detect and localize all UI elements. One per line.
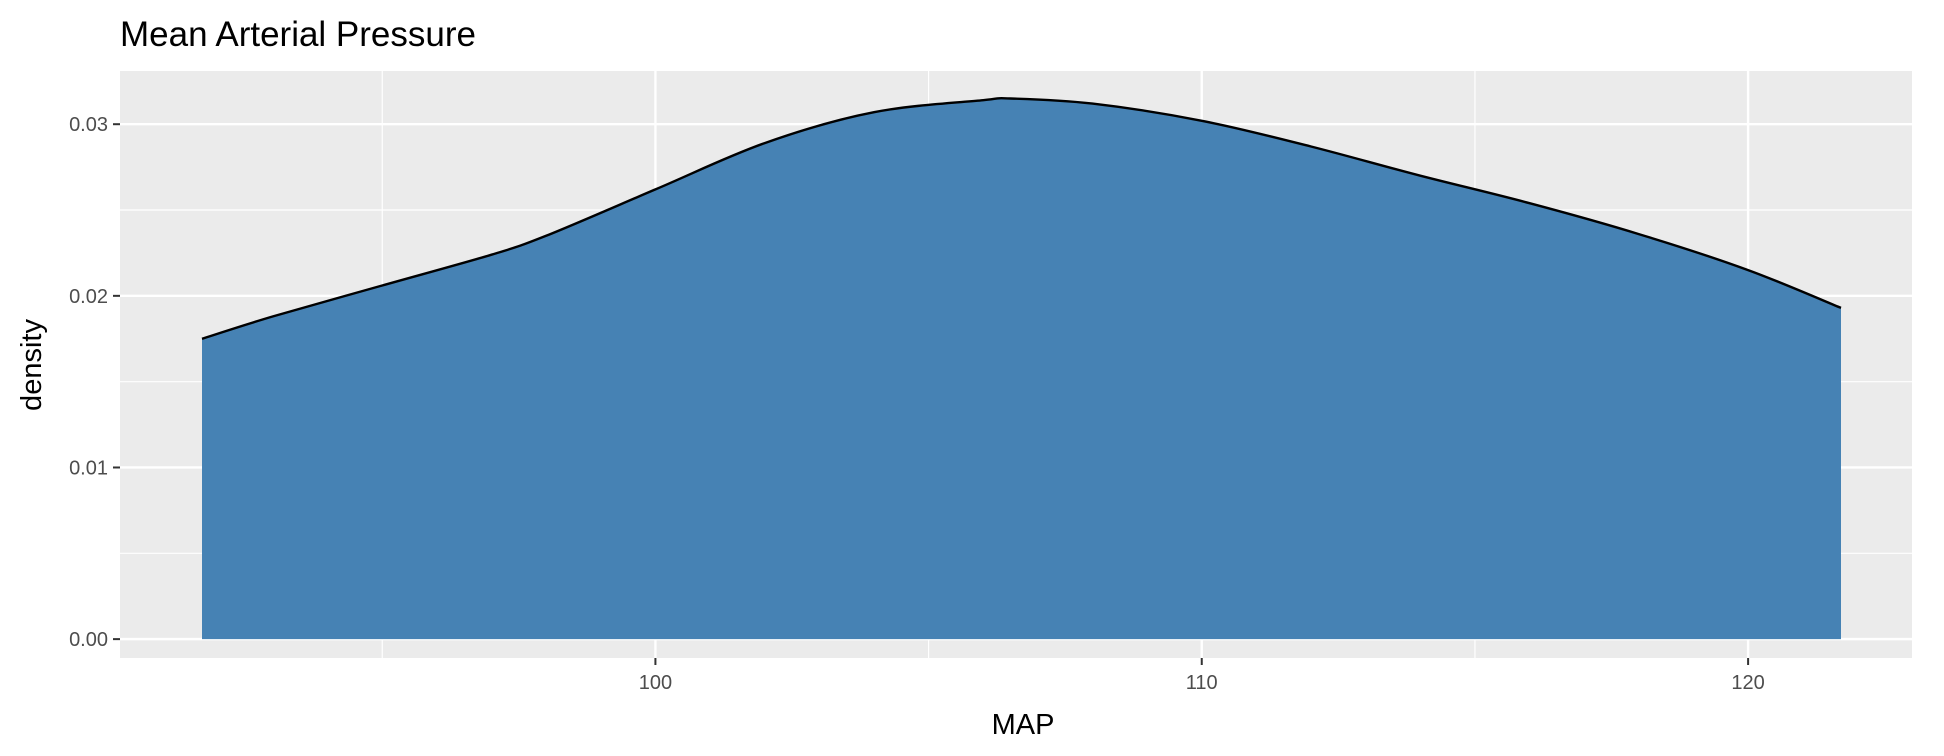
y-tick-label: 0.01 [69,457,108,479]
x-axis-title: MAP [992,709,1055,741]
y-axis-title: density [16,319,48,411]
x-tick-label: 110 [1186,672,1218,694]
y-tick-label: 0.00 [69,629,108,651]
density-area [202,98,1841,640]
x-tick-label: 120 [1731,672,1764,694]
y-tick-label: 0.03 [69,114,108,136]
x-axis: 100 110 120 [639,658,1765,694]
y-tick-label: 0.02 [69,286,108,308]
density-curve [201,96,1842,340]
y-axis: 0.00 0.01 0.02 0.03 [69,114,120,651]
x-tick-label: 100 [639,672,672,694]
chart-title: Mean Arterial Pressure [120,15,476,54]
series-layer [201,96,1842,640]
